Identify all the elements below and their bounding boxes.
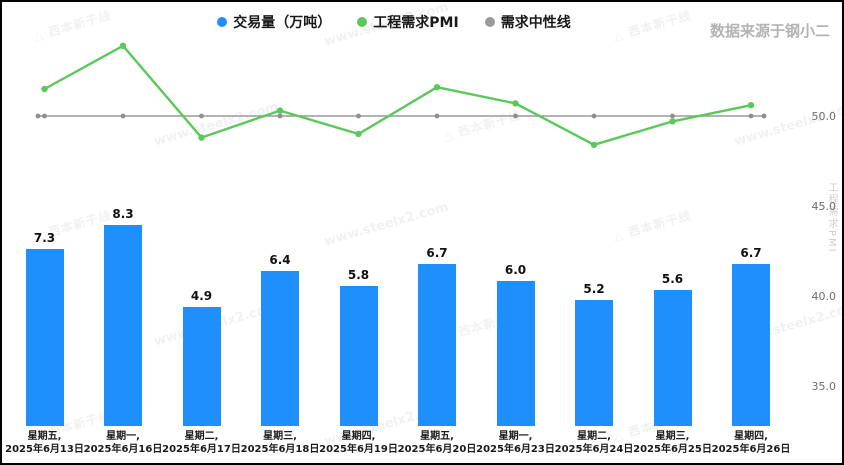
right-axis-tick: 35.0 (811, 380, 837, 393)
legend-dot-neutral (484, 17, 495, 27)
volume-bar (575, 300, 613, 426)
pmi-point (590, 141, 598, 148)
neutral-line-marker (513, 113, 518, 119)
x-axis-label: 星期三, 2025年6月25日 (633, 431, 712, 455)
pmi-point (198, 134, 205, 141)
pmi-point (119, 42, 127, 49)
volume-bar (182, 307, 221, 426)
bar-value-label: 4.9 (190, 289, 213, 303)
pmi-point (669, 118, 676, 125)
legend-item-neutral-line[interactable]: 需求中性线 (484, 12, 571, 32)
right-axis-title: 工程需求PMI (826, 182, 837, 254)
x-axis-label: 星期二, 2025年6月24日 (554, 431, 634, 455)
neutral-line-marker (199, 113, 204, 119)
pmi-line (43, 44, 753, 147)
right-axis-tick: 50.0 (811, 110, 837, 123)
right-axis-tick: 40.0 (811, 290, 837, 303)
legend-dot-volume (217, 17, 228, 27)
pmi-point (433, 84, 441, 91)
bar-value-label: 5.8 (347, 268, 370, 282)
bar-value-label: 8.3 (112, 207, 134, 221)
neutral-line-marker (591, 113, 597, 119)
x-axis-label: 星期四, 2025年6月19日 (319, 431, 398, 455)
volume-bar (261, 271, 299, 426)
neutral-line-marker (761, 113, 767, 119)
bar-value-label: 7.3 (33, 231, 56, 245)
x-axis-label: 星期一, 2025年6月23日 (476, 431, 555, 455)
bar-value-label: 6.7 (426, 246, 448, 260)
bar-value-label: 6.0 (504, 263, 527, 277)
right-axis-tick: 45.0 (811, 200, 837, 213)
neutral-line-marker (434, 113, 440, 119)
volume-bar (339, 286, 378, 426)
legend-dot-pmi (357, 17, 368, 27)
pmi-point (512, 100, 519, 107)
bar-value-label: 5.6 (661, 272, 684, 286)
legend: 交易量（万吨） 工程需求PMI 需求中性线 (2, 12, 814, 32)
legend-item-pmi[interactable]: 工程需求PMI (357, 12, 459, 32)
pmi-point (276, 107, 284, 114)
bar-value-label: 5.2 (583, 282, 605, 296)
pmi-point (747, 102, 755, 109)
neutral-line-marker (35, 113, 41, 119)
bar-value-label: 6.7 (740, 246, 762, 260)
volume-bar (653, 290, 692, 426)
x-axis-label: 星期二, 2025年6月17日 (162, 431, 241, 455)
volume-bar (25, 249, 64, 426)
data-source-label: 数据来源于钢小二 (709, 22, 830, 40)
volume-bar (418, 264, 456, 426)
legend-label-pmi: 工程需求PMI (373, 15, 459, 31)
legend-label-neutral: 需求中性线 (500, 15, 571, 31)
x-axis-label: 星期三, 2025年6月18日 (240, 431, 320, 455)
x-axis-label: 星期五, 2025年6月20日 (397, 431, 477, 455)
neutral-line-marker (42, 113, 47, 119)
pmi-point (355, 130, 362, 138)
bar-value-label: 6.4 (269, 253, 291, 267)
x-axis-label: 星期五, 2025年6月13日 (5, 431, 84, 455)
neutral-line-marker (356, 113, 361, 119)
legend-label-volume: 交易量（万吨） (233, 15, 332, 31)
neutral-line-marker (748, 113, 754, 119)
pmi-point (41, 85, 48, 93)
volume-bar (732, 264, 770, 426)
neutral-line-marker (120, 113, 126, 119)
neutral-line-marker (670, 113, 675, 119)
volume-bar (496, 281, 535, 426)
x-axis-label: 星期一, 2025年6月16日 (83, 431, 163, 455)
neutral-line-marker (277, 113, 283, 119)
legend-item-volume[interactable]: 交易量（万吨） (217, 12, 331, 32)
volume-bar (104, 225, 142, 426)
x-axis-label: 星期四, 2025年6月26日 (711, 431, 791, 455)
